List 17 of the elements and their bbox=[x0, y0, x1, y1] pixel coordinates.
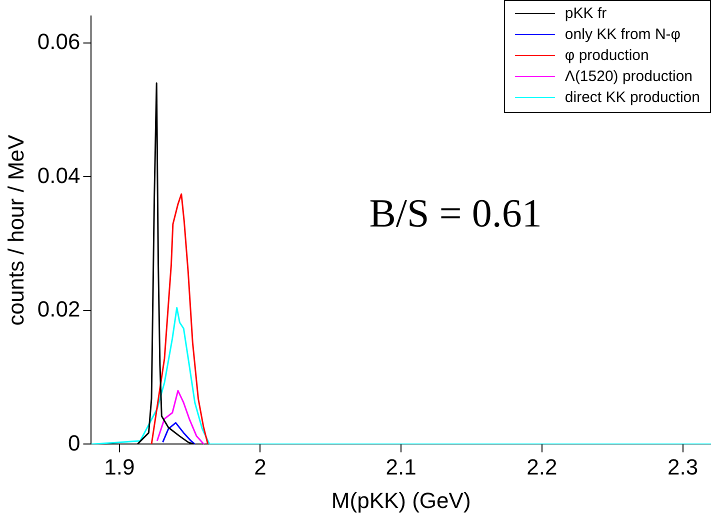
y-tick-label: 0.06 bbox=[37, 29, 80, 54]
x-tick-label: 2.3 bbox=[668, 454, 698, 480]
x-tick-label: 2.1 bbox=[386, 454, 416, 480]
y-axis-title: counts / hour / MeV bbox=[3, 134, 28, 326]
x-tick-label: 1.9 bbox=[104, 454, 135, 480]
x-tick-label: 2 bbox=[254, 454, 266, 480]
legend-label: φ production bbox=[564, 46, 649, 66]
y-tick-label: 0 bbox=[68, 430, 80, 456]
y-tick-label: 0.02 bbox=[37, 296, 80, 322]
x-axis-title: M(pKK) (GeV) bbox=[331, 488, 471, 513]
legend-label: pKK fr bbox=[564, 4, 607, 24]
legend-label: Λ(1520) production bbox=[564, 67, 693, 87]
x-tick-label: 2.2 bbox=[526, 454, 558, 480]
legend-label: only KK from N-φ bbox=[564, 25, 681, 45]
y-tick-label: 0.04 bbox=[37, 162, 80, 188]
legend-label: direct KK production bbox=[564, 88, 700, 108]
annotation: B/S = 0.61 bbox=[369, 190, 542, 236]
